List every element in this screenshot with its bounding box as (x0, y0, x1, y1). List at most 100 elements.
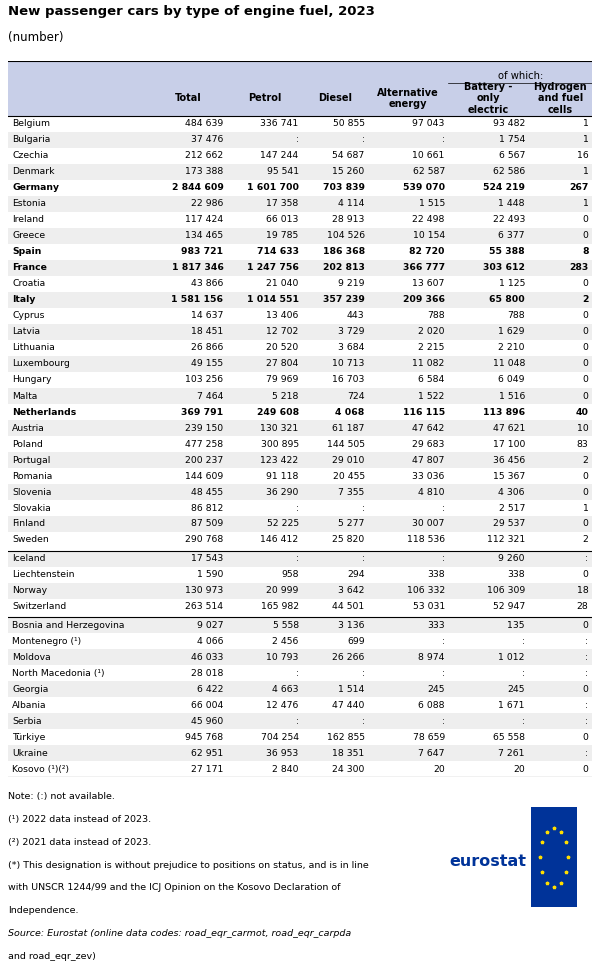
Text: 113 896: 113 896 (483, 408, 525, 417)
Bar (8, 356, 592, 372)
Text: :: : (586, 749, 589, 757)
Text: 33 036: 33 036 (412, 472, 445, 481)
Text: 7 261: 7 261 (499, 749, 525, 757)
Text: Note: (:) not available.: Note: (:) not available. (8, 792, 115, 801)
Text: 10 713: 10 713 (332, 359, 365, 369)
Text: 62 586: 62 586 (493, 168, 525, 177)
Text: 162 855: 162 855 (326, 732, 365, 742)
Text: 13 607: 13 607 (412, 280, 445, 288)
Text: Bulgaria: Bulgaria (12, 136, 50, 145)
Text: 18: 18 (577, 586, 589, 595)
Text: 53 031: 53 031 (413, 602, 445, 611)
Text: 66 013: 66 013 (266, 216, 299, 224)
Text: Belgium: Belgium (12, 119, 50, 128)
Text: 18 351: 18 351 (332, 749, 365, 757)
Text: 699: 699 (347, 637, 365, 646)
Bar (8, 484, 592, 500)
Text: 1: 1 (583, 136, 589, 145)
Text: 186 368: 186 368 (323, 248, 365, 256)
Text: 2 840: 2 840 (272, 764, 299, 774)
Text: 5 218: 5 218 (272, 391, 299, 400)
Text: (*) This designation is without prejudice to positions on status, and is in line: (*) This designation is without prejudic… (8, 860, 369, 870)
Text: Austria: Austria (12, 423, 45, 432)
Text: Italy: Italy (12, 295, 35, 305)
Text: 294: 294 (347, 570, 365, 579)
Text: 97 043: 97 043 (412, 119, 445, 128)
Text: 1: 1 (583, 504, 589, 513)
Text: 22 493: 22 493 (493, 216, 525, 224)
Text: 144 505: 144 505 (326, 440, 365, 449)
Bar (8, 388, 592, 404)
Text: Source: Eurostat (online data codes: road_eqr_carmot, road_eqr_carpda: Source: Eurostat (online data codes: roa… (8, 929, 351, 938)
Bar (8, 132, 592, 148)
Text: 0: 0 (583, 231, 589, 241)
Text: Hungary: Hungary (12, 376, 52, 385)
Text: 48 455: 48 455 (191, 487, 223, 496)
Text: 704 254: 704 254 (260, 732, 299, 742)
Text: :: : (586, 653, 589, 661)
Text: Portugal: Portugal (12, 455, 50, 464)
Text: 134 465: 134 465 (185, 231, 223, 241)
Text: 2 456: 2 456 (272, 637, 299, 646)
Text: 6 088: 6 088 (418, 700, 445, 710)
Text: 20 520: 20 520 (266, 344, 299, 352)
Text: 147 244: 147 244 (260, 151, 299, 160)
Text: New passenger cars by type of engine fuel, 2023: New passenger cars by type of engine fue… (8, 5, 375, 18)
Text: 983 721: 983 721 (181, 248, 223, 256)
Text: :: : (442, 554, 445, 563)
Text: :: : (296, 136, 299, 145)
Text: :: : (296, 717, 299, 725)
Text: Georgia: Georgia (12, 685, 49, 693)
Text: Montenegro (¹): Montenegro (¹) (12, 637, 81, 646)
Text: 3 684: 3 684 (338, 344, 365, 352)
Bar (8, 61, 592, 116)
Text: 55 388: 55 388 (490, 248, 525, 256)
Text: 9 027: 9 027 (197, 620, 223, 629)
Text: :: : (362, 554, 365, 563)
Bar (8, 420, 592, 436)
Text: 46 033: 46 033 (191, 653, 223, 661)
Text: 106 309: 106 309 (487, 586, 525, 595)
Text: 267: 267 (569, 184, 589, 192)
Text: 37 476: 37 476 (191, 136, 223, 145)
Text: 4 066: 4 066 (197, 637, 223, 646)
Text: 12 702: 12 702 (266, 327, 299, 337)
Text: 20: 20 (513, 764, 525, 774)
Bar (8, 532, 592, 548)
Text: 333: 333 (427, 620, 445, 629)
Text: Alternative
energy: Alternative energy (377, 87, 439, 109)
Text: (¹) 2022 data instead of 2023.: (¹) 2022 data instead of 2023. (8, 816, 151, 824)
Text: 8 974: 8 974 (418, 653, 445, 661)
Text: Switzerland: Switzerland (12, 602, 67, 611)
Text: 78 659: 78 659 (413, 732, 445, 742)
Text: 477 258: 477 258 (185, 440, 223, 449)
Text: (²) 2021 data instead of 2023.: (²) 2021 data instead of 2023. (8, 838, 151, 847)
Text: Total: Total (175, 93, 201, 103)
Text: Liechtenstein: Liechtenstein (12, 570, 74, 579)
Bar (8, 617, 592, 633)
Text: Slovakia: Slovakia (12, 504, 51, 513)
Bar (8, 761, 592, 777)
Text: 65 558: 65 558 (493, 732, 525, 742)
Text: 1 012: 1 012 (499, 653, 525, 661)
Text: 0: 0 (583, 472, 589, 481)
Bar (8, 468, 592, 484)
Text: Denmark: Denmark (12, 168, 55, 177)
Text: Latvia: Latvia (12, 327, 40, 337)
Text: 47 642: 47 642 (412, 423, 445, 432)
Text: 249 608: 249 608 (257, 408, 299, 417)
Text: :: : (442, 717, 445, 725)
Text: 300 895: 300 895 (260, 440, 299, 449)
Text: 17 100: 17 100 (493, 440, 525, 449)
Bar (8, 598, 592, 615)
Text: 7 355: 7 355 (338, 487, 365, 496)
Text: Hydrogen
and fuel
cells: Hydrogen and fuel cells (533, 82, 587, 115)
Text: 106 332: 106 332 (407, 586, 445, 595)
Text: 4 068: 4 068 (335, 408, 365, 417)
Bar (8, 697, 592, 713)
Text: 144 609: 144 609 (185, 472, 223, 481)
Text: Iceland: Iceland (12, 554, 46, 563)
Text: Finland: Finland (12, 519, 45, 528)
Bar (8, 196, 592, 212)
Bar (8, 340, 592, 356)
